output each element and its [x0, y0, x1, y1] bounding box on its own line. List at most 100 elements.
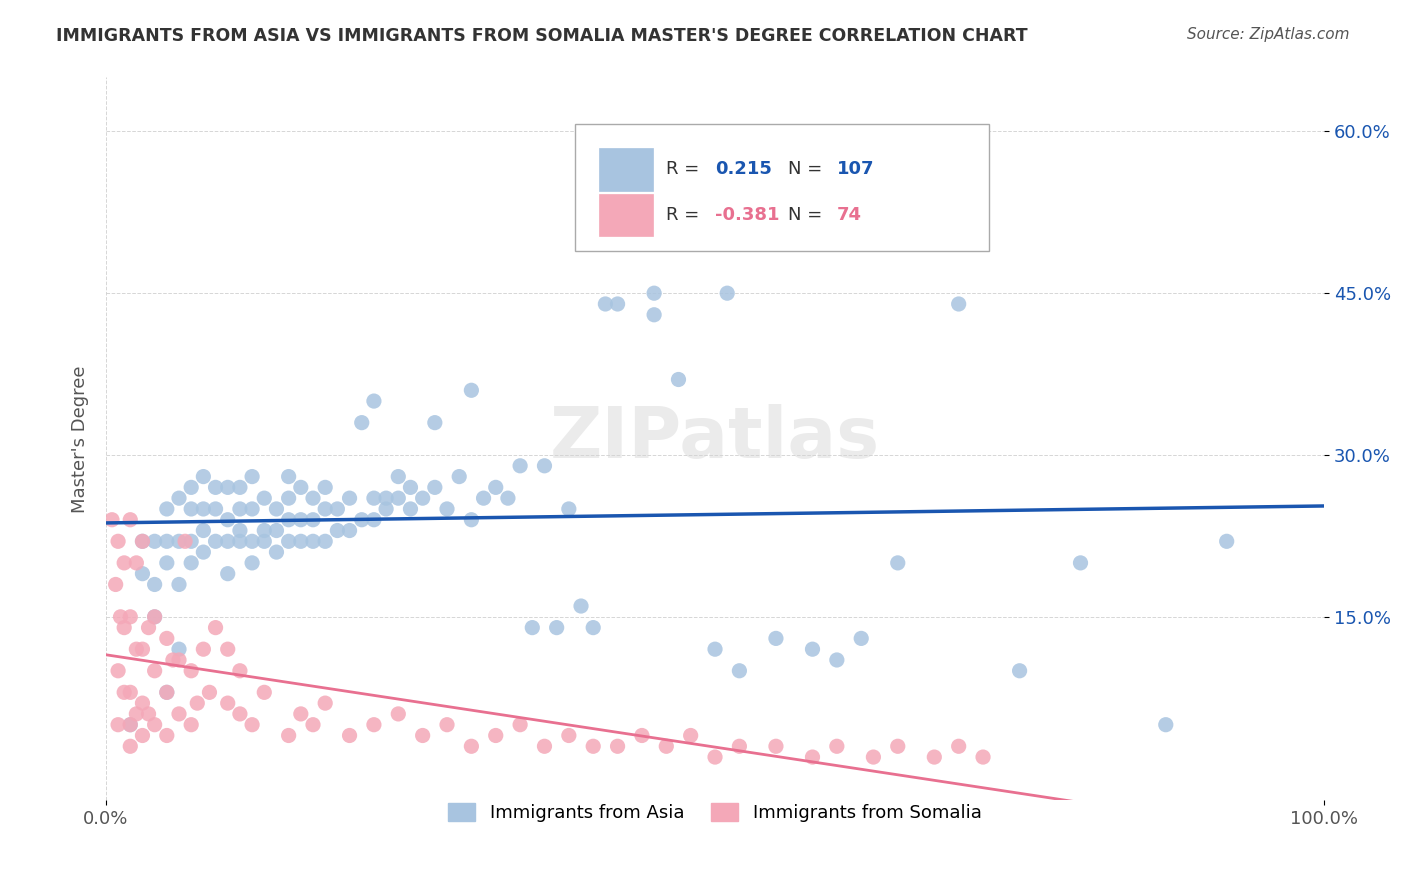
Point [240, 469, 263, 483]
Point [180, 664, 202, 678]
Point [266, 545, 288, 559]
Point [533, 458, 555, 473]
Point [363, 394, 385, 409]
Point [204, 534, 226, 549]
Point [156, 502, 179, 516]
Text: R =: R = [666, 161, 700, 178]
Point [217, 566, 239, 581]
Point [156, 729, 179, 743]
Point [339, 729, 361, 743]
Point [704, 642, 727, 657]
Point [277, 513, 299, 527]
Text: 0.215: 0.215 [716, 161, 772, 178]
Point [948, 297, 970, 311]
Point [180, 717, 202, 731]
Point [253, 524, 276, 538]
Point [1154, 717, 1177, 731]
Point [120, 610, 142, 624]
Point [302, 534, 325, 549]
Point [156, 556, 179, 570]
Point [131, 696, 153, 710]
Point [180, 480, 202, 494]
Point [460, 384, 482, 398]
Point [174, 534, 197, 549]
Point [229, 664, 252, 678]
Point [765, 632, 787, 646]
Point [887, 556, 910, 570]
Point [110, 610, 132, 624]
Point [143, 717, 166, 731]
Point [1008, 664, 1031, 678]
Point [339, 524, 361, 538]
Point [314, 480, 336, 494]
Point [679, 729, 702, 743]
Point [801, 750, 824, 764]
Point [972, 750, 994, 764]
Point [193, 545, 215, 559]
Point [509, 717, 531, 731]
Point [801, 642, 824, 657]
Point [948, 739, 970, 754]
FancyBboxPatch shape [599, 148, 652, 191]
Text: Source: ZipAtlas.com: Source: ZipAtlas.com [1187, 27, 1350, 42]
Point [253, 491, 276, 505]
Point [162, 653, 184, 667]
Point [193, 642, 215, 657]
Point [138, 706, 160, 721]
Point [350, 416, 373, 430]
Point [253, 685, 276, 699]
Point [217, 480, 239, 494]
Point [363, 491, 385, 505]
Point [825, 653, 848, 667]
Text: ZIPatlas: ZIPatlas [550, 404, 880, 474]
Point [558, 502, 581, 516]
Point [496, 491, 519, 505]
Point [120, 717, 142, 731]
Point [302, 491, 325, 505]
Point [485, 480, 508, 494]
Text: -0.381: -0.381 [716, 206, 779, 224]
Point [436, 717, 458, 731]
Point [643, 286, 665, 301]
Point [449, 469, 471, 483]
Point [217, 534, 239, 549]
Text: N =: N = [789, 206, 823, 224]
Point [217, 642, 239, 657]
Point [143, 610, 166, 624]
Point [107, 534, 129, 549]
Point [375, 491, 398, 505]
Point [131, 642, 153, 657]
Point [167, 706, 190, 721]
Point [167, 534, 190, 549]
Point [131, 534, 153, 549]
Point [156, 632, 179, 646]
Point [156, 685, 179, 699]
Point [387, 491, 409, 505]
Point [1215, 534, 1237, 549]
Point [112, 621, 135, 635]
Point [655, 739, 678, 754]
Point [204, 502, 226, 516]
Point [167, 642, 190, 657]
Point [412, 729, 434, 743]
Point [606, 739, 628, 754]
Point [277, 534, 299, 549]
Point [240, 556, 263, 570]
Point [167, 491, 190, 505]
Point [131, 729, 153, 743]
Point [582, 739, 605, 754]
Point [302, 513, 325, 527]
Text: R =: R = [666, 206, 700, 224]
Point [558, 729, 581, 743]
Point [314, 534, 336, 549]
Point [314, 696, 336, 710]
Point [825, 739, 848, 754]
Point [167, 577, 190, 591]
Point [290, 534, 312, 549]
Point [125, 706, 148, 721]
Text: 74: 74 [837, 206, 862, 224]
Point [887, 739, 910, 754]
Point [120, 739, 142, 754]
Point [125, 642, 148, 657]
Point [112, 685, 135, 699]
